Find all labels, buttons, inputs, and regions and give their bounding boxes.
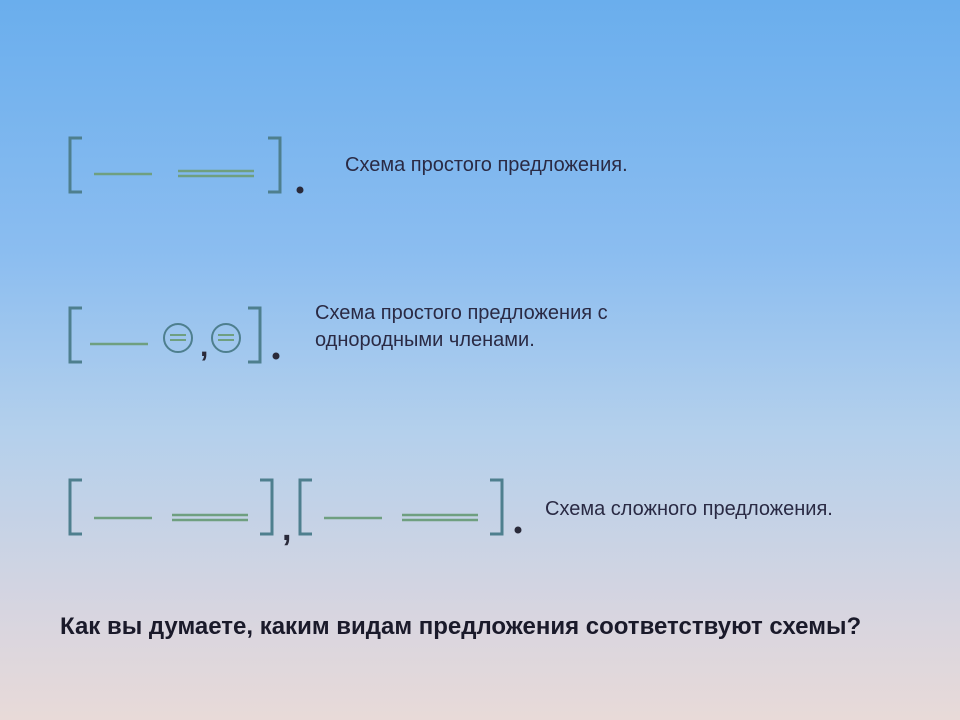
simple-sentence-schema bbox=[60, 130, 330, 200]
complex-sentence-schema: , bbox=[60, 472, 530, 547]
question-text: Как вы думаете, каким видам предложения … bbox=[60, 610, 900, 644]
row2-label: Схема простого предложения с однородными… bbox=[300, 300, 740, 354]
row3-label: Схема сложного предложения. bbox=[530, 496, 920, 523]
homogeneous-sentence-schema: , bbox=[60, 300, 300, 375]
svg-text:,: , bbox=[200, 330, 208, 363]
schema-row-2: , Схема простого предложения с однородны… bbox=[60, 300, 920, 375]
svg-text:,: , bbox=[282, 510, 291, 547]
row1-label: Схема простого предложения. bbox=[330, 152, 920, 179]
schema-row-1: Схема простого предложения. bbox=[60, 130, 920, 200]
schema-row-3: , Схема сложного предложения. bbox=[60, 472, 920, 547]
